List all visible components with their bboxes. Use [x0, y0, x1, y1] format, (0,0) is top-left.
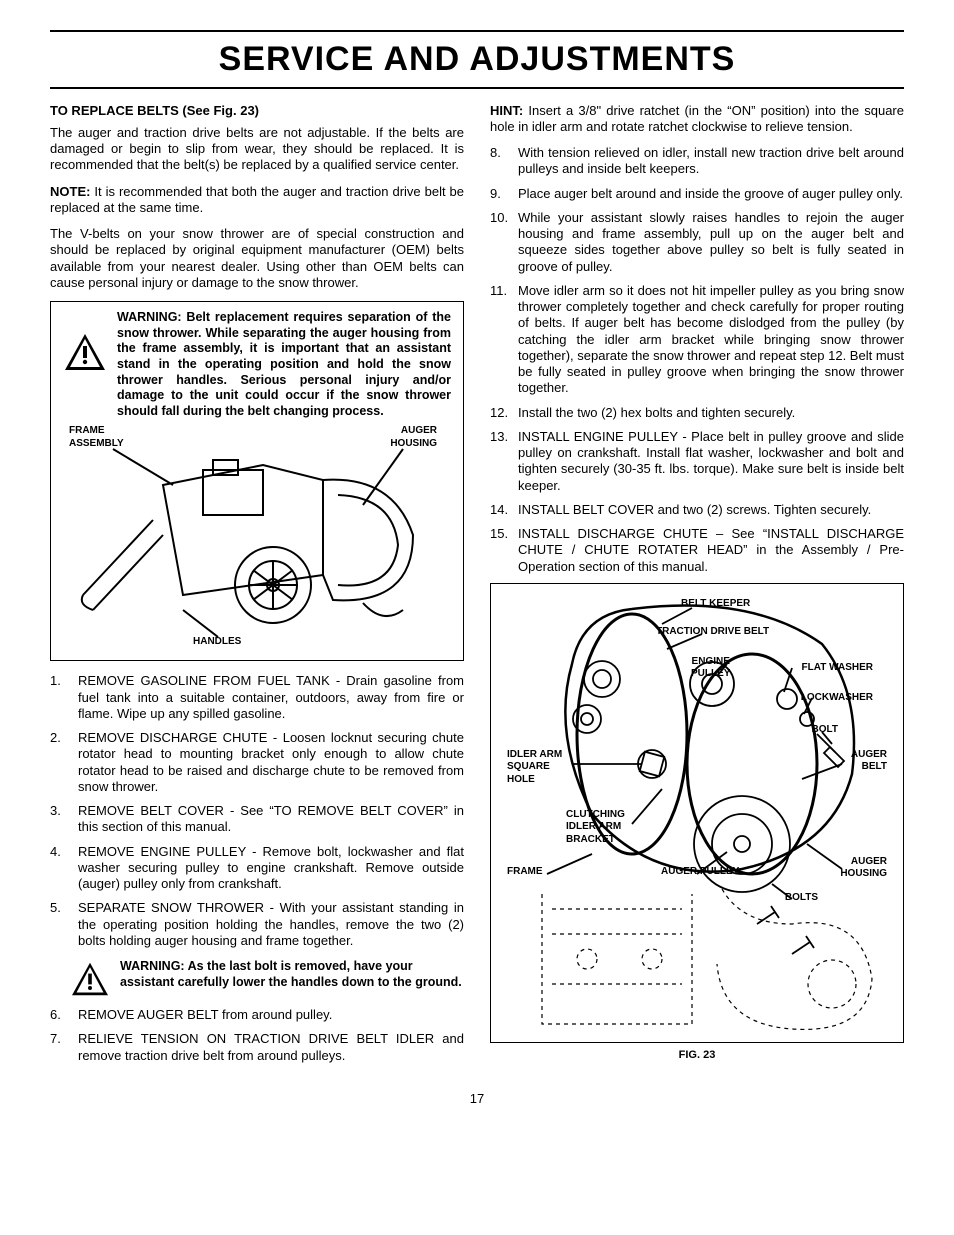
section-heading: TO REPLACE BELTS (See Fig. 23) [50, 103, 464, 119]
rule-bottom [50, 87, 904, 89]
step-13: INSTALL ENGINE PULLEY - Place belt in pu… [490, 429, 904, 494]
warning-icon [63, 332, 107, 372]
figure-caption: FIG. 23 [490, 1049, 904, 1063]
step-5: SEPARATE SNOW THROWER - With your assist… [50, 900, 464, 949]
lbl-belt-keeper: BELT KEEPER [681, 598, 750, 611]
lbl-idler: IDLER ARM SQUARE HOLE [507, 749, 562, 787]
lbl-lockwasher: LOCKWASHER [801, 692, 873, 705]
content-columns: TO REPLACE BELTS (See Fig. 23) The auger… [50, 103, 904, 1073]
hint-para: HINT: Insert a 3/8" drive ratchet (in th… [490, 103, 904, 136]
step-3: REMOVE BELT COVER - See “TO REMOVE BELT … [50, 803, 464, 836]
lbl-traction: TRACTION DRIVE BELT [656, 626, 769, 639]
warning-box-1: WARNING: Belt replacement requires separ… [50, 301, 464, 661]
step-6: REMOVE AUGER BELT from around pulley. [50, 1007, 464, 1023]
fig1-label-handles: HANDLES [193, 636, 241, 649]
right-column: HINT: Insert a 3/8" drive ratchet (in th… [490, 103, 904, 1073]
step-2: REMOVE DISCHARGE CHUTE - Loosen locknut … [50, 730, 464, 795]
step-12: Install the two (2) hex bolts and tighte… [490, 405, 904, 421]
step-1: REMOVE GASOLINE FROM FUEL TANK - Drain g… [50, 673, 464, 722]
warning-icon [70, 961, 110, 997]
page-number: 17 [50, 1091, 904, 1107]
lbl-frame: FRAME [507, 866, 543, 879]
rule-top [50, 30, 904, 32]
step-15: INSTALL DISCHARGE CHUTE – See “INSTALL D… [490, 526, 904, 575]
step-14: INSTALL BELT COVER and two (2) screws. T… [490, 502, 904, 518]
step-4: REMOVE ENGINE PULLEY - Remove bolt, lock… [50, 844, 464, 893]
step-7: RELIEVE TENSION ON TRACTION DRIVE BELT I… [50, 1031, 464, 1064]
warning-box-2: WARNING: As the last bolt is removed, ha… [70, 959, 464, 997]
lbl-flat-washer: FLAT WASHER [802, 662, 873, 675]
hint-label: HINT: [490, 103, 523, 118]
lbl-auger-housing: AUGER HOUSING [840, 856, 887, 881]
lbl-clutching: CLUTCHING IDLER ARM BRACKET [566, 809, 625, 847]
snow-thrower-illustration [63, 425, 443, 650]
note-label: NOTE: [50, 184, 90, 199]
warning-text-2: WARNING: As the last bolt is removed, ha… [120, 959, 464, 990]
intro-para-2: The V-belts on your snow thrower are of … [50, 226, 464, 291]
lbl-auger-pulley: AUGER PULLEY [661, 866, 739, 879]
step-9: Place auger belt around and inside the g… [490, 186, 904, 202]
steps-list-b: REMOVE AUGER BELT from around pulley. RE… [50, 1007, 464, 1064]
page-title: SERVICE AND ADJUSTMENTS [50, 38, 904, 81]
intro-para-1: The auger and traction drive belts are n… [50, 125, 464, 174]
step-11: Move idler arm so it does not hit impell… [490, 283, 904, 397]
lbl-auger-belt: AUGER BELT [851, 749, 887, 774]
fig1-label-auger: AUGER HOUSING [390, 425, 437, 450]
step-8: With tension relieved on idler, install … [490, 145, 904, 178]
steps-list-a: REMOVE GASOLINE FROM FUEL TANK - Drain g… [50, 673, 464, 949]
steps-list-c: With tension relieved on idler, install … [490, 145, 904, 575]
lbl-engine-pulley: ENGINE PULLEY [691, 656, 730, 681]
fig1-label-frame: FRAME ASSEMBLY [69, 425, 124, 450]
hint-text: Insert a 3/8" drive ratchet (in the “ON”… [490, 103, 904, 134]
note-para: NOTE: It is recommended that both the au… [50, 184, 464, 217]
warning-text-1: WARNING: Belt replacement requires separ… [117, 310, 451, 419]
belt-diagram-illustration [491, 584, 903, 1044]
lbl-bolt: BOLT [812, 724, 838, 737]
step-10: While your assistant slowly raises handl… [490, 210, 904, 275]
note-text: It is recommended that both the auger an… [50, 184, 464, 215]
figure-23-box: BELT KEEPER TRACTION DRIVE BELT ENGINE P… [490, 583, 904, 1043]
lbl-bolts: BOLTS [785, 892, 818, 905]
left-column: TO REPLACE BELTS (See Fig. 23) The auger… [50, 103, 464, 1073]
